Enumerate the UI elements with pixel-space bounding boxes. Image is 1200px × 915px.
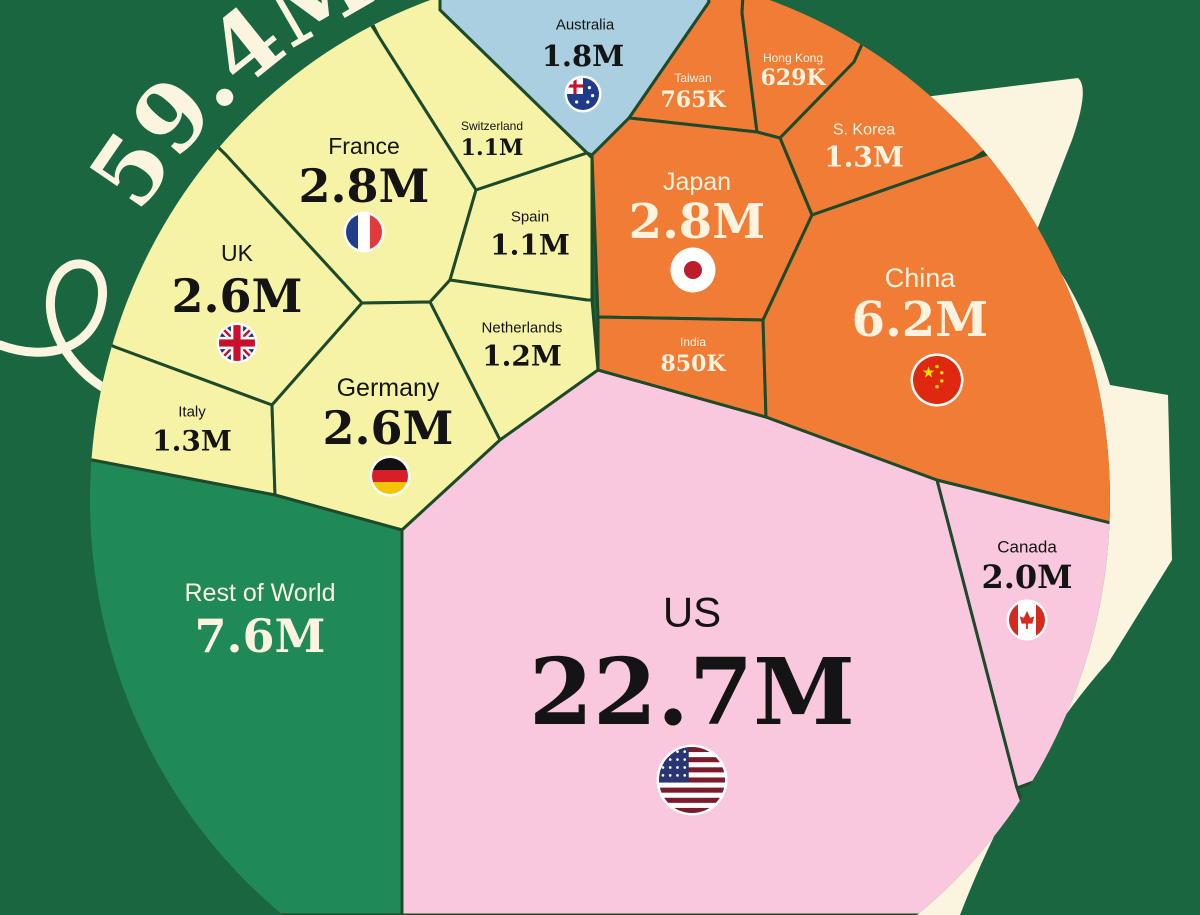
country-label-india: India [680, 335, 706, 349]
value-label-china: 6.2M [852, 292, 989, 348]
country-label-japan: Japan [663, 168, 731, 196]
country-label-switzerland: Switzerland [461, 119, 523, 133]
country-label-uk: UK [221, 240, 254, 266]
value-label-australia: 1.8M [542, 39, 625, 73]
labels-layer: Australia1.8MSwitzerland1.1MFrance2.8MSp… [152, 17, 1073, 816]
country-label-netherlands: Netherlands [482, 320, 563, 337]
value-label-skorea: 1.3M [824, 141, 904, 174]
country-label-spain: Spain [511, 209, 549, 226]
cell-rest [89, 458, 404, 915]
country-label-france: France [328, 133, 400, 159]
svg-text:★: ★ [922, 364, 936, 382]
us-flag-icon [656, 744, 728, 816]
value-label-netherlands: 1.2M [482, 340, 562, 373]
value-label-italy: 1.3M [152, 425, 232, 458]
country-label-us: US [663, 589, 721, 636]
cell-canada [935, 478, 1111, 790]
value-label-germany: 2.6M [323, 401, 454, 455]
value-label-us: 22.7M [529, 638, 855, 746]
piggy-tail [0, 259, 117, 397]
country-label-rest: Rest of World [185, 579, 336, 607]
value-label-canada: 2.0M [981, 558, 1072, 596]
germany-flag-icon [369, 455, 411, 497]
value-label-spain: 1.1M [490, 229, 570, 262]
value-label-uk: 2.6M [172, 269, 303, 323]
value-label-japan: 2.8M [629, 194, 766, 250]
canada-flag-icon [1006, 599, 1048, 641]
country-label-skorea: S. Korea [833, 122, 895, 139]
japan-flag-icon [670, 247, 716, 293]
country-label-hongkong: Hong Kong [763, 51, 823, 65]
value-label-rest: 7.6M [195, 609, 326, 663]
country-label-australia: Australia [556, 17, 615, 34]
value-label-taiwan: 765K [660, 87, 726, 113]
country-label-china: China [885, 263, 957, 293]
china-flag-icon: ★ [910, 353, 964, 407]
value-label-hongkong: 629K [760, 65, 826, 91]
country-label-taiwan: Taiwan [674, 71, 711, 85]
value-label-france: 2.8M [299, 159, 430, 213]
value-label-india: 850K [660, 351, 726, 377]
country-label-canada: Canada [997, 538, 1057, 557]
australia-flag-icon [564, 75, 602, 113]
france-flag-icon [343, 211, 385, 253]
country-label-germany: Germany [337, 374, 440, 402]
uk-flag-icon [216, 322, 258, 364]
value-label-switzerland: 1.1M [461, 135, 524, 161]
country-label-italy: Italy [178, 404, 206, 421]
